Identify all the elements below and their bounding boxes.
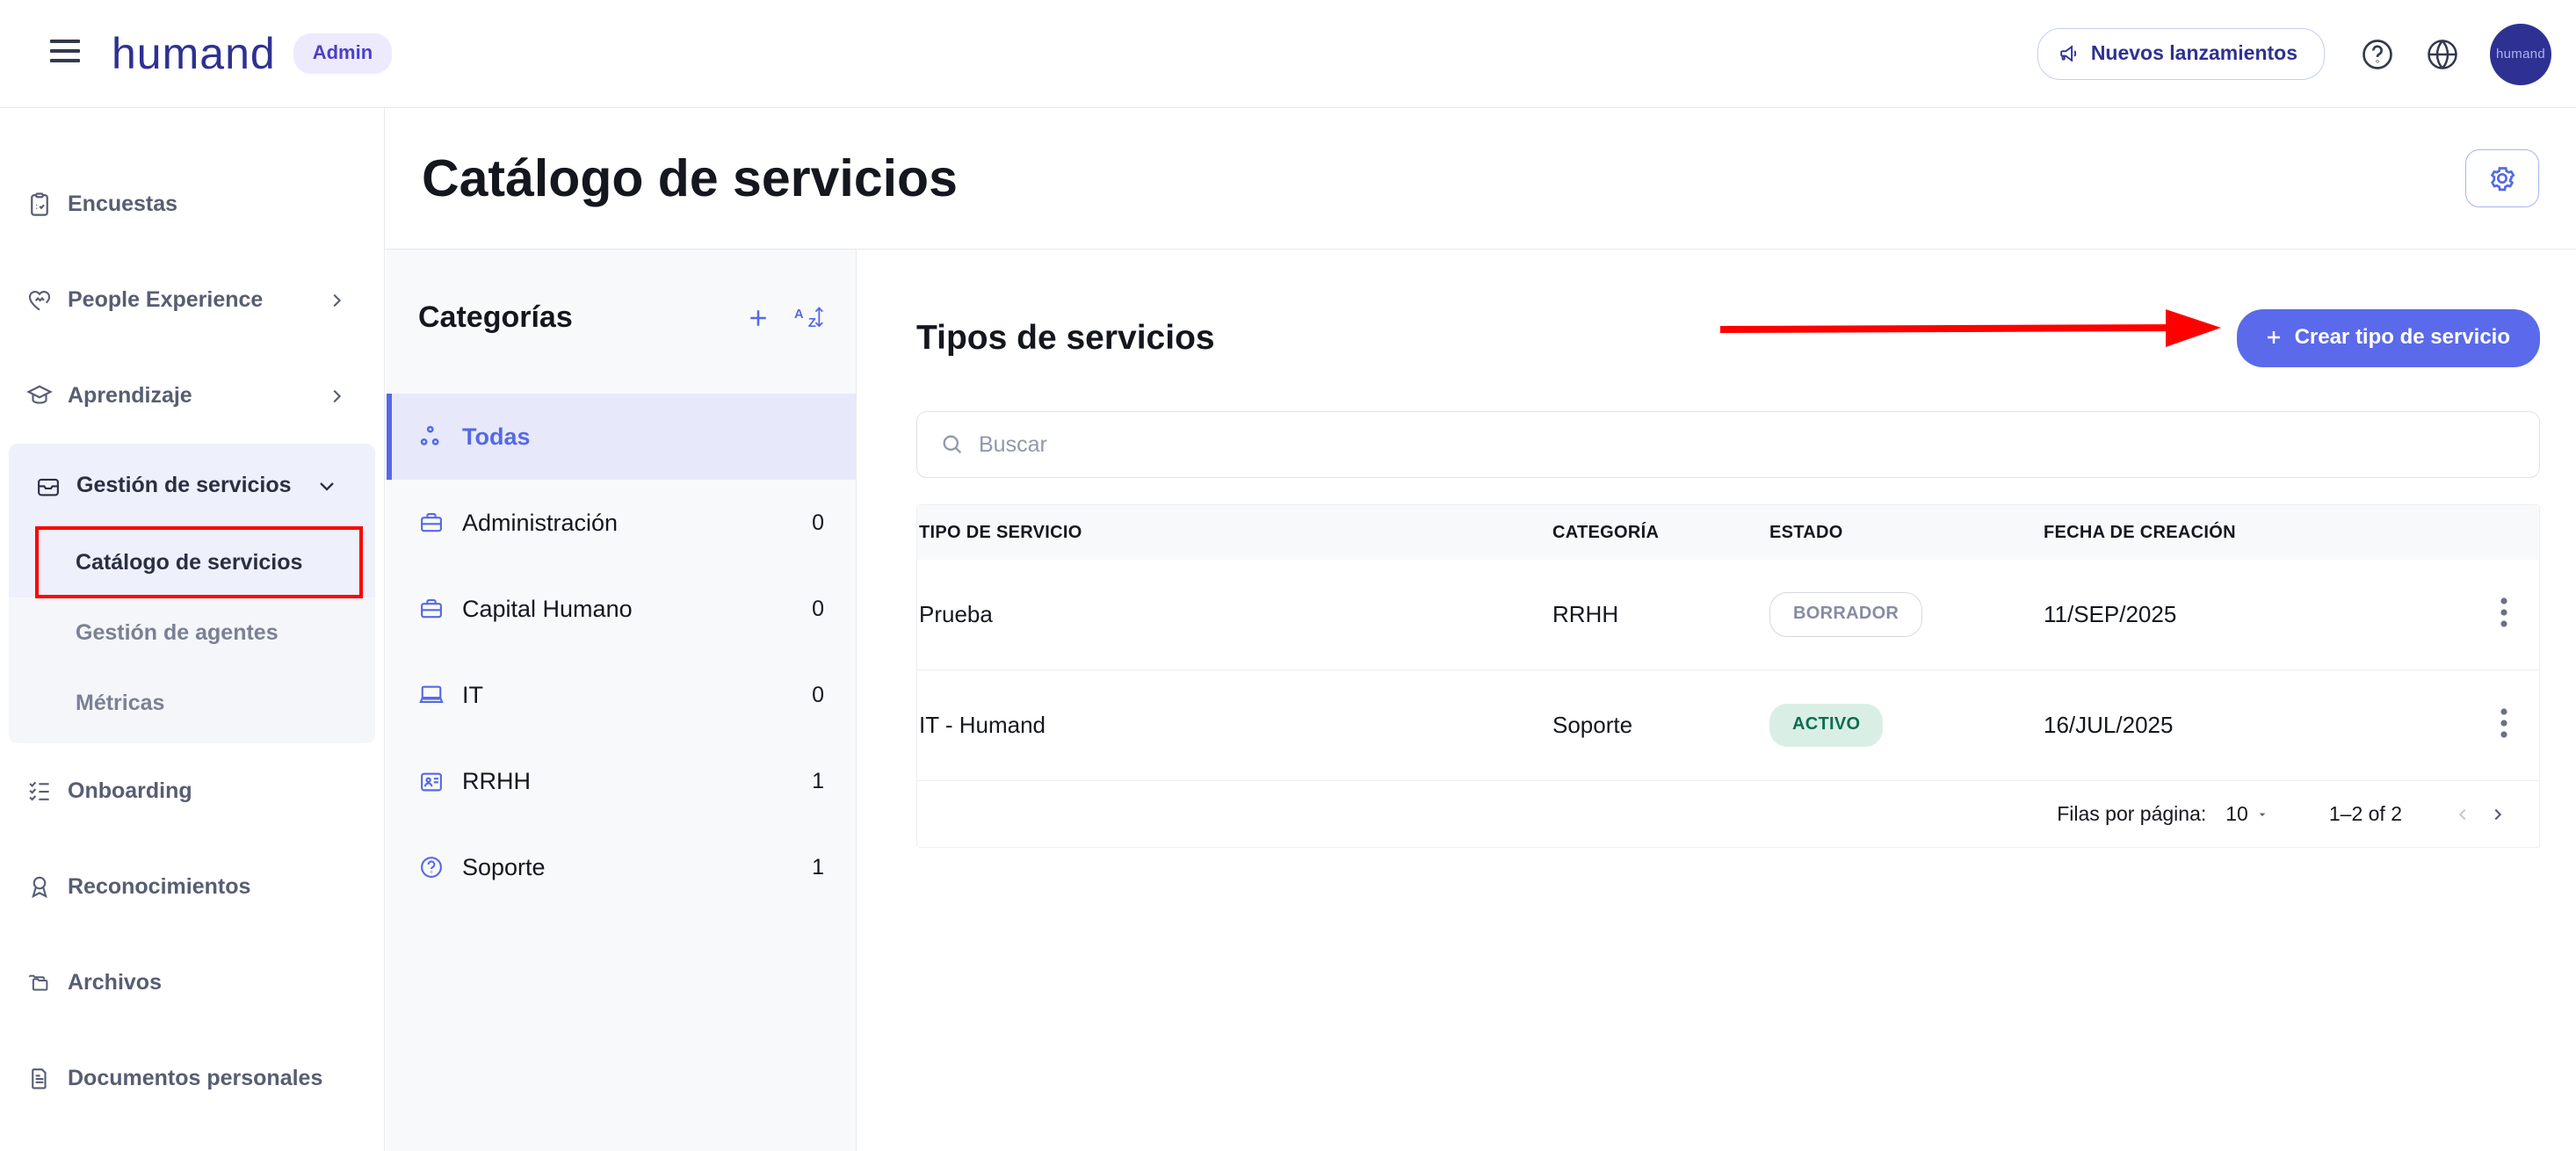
svg-text:Z: Z: [808, 316, 816, 330]
svg-text:A: A: [794, 308, 804, 322]
